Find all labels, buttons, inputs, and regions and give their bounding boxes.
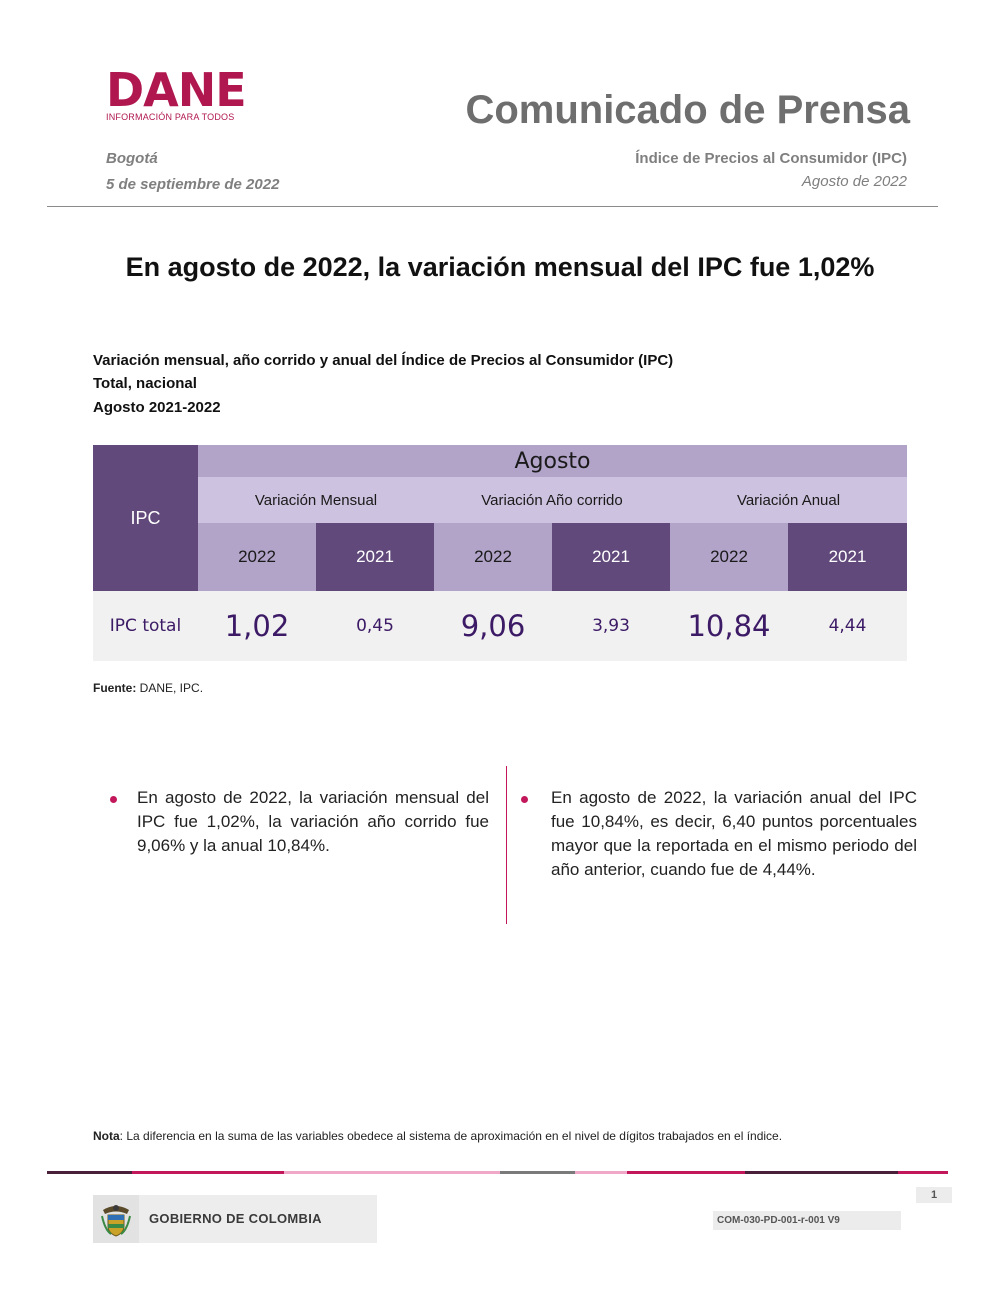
year-header: 2022 <box>198 523 316 591</box>
document-title: Comunicado de Prensa <box>465 88 910 132</box>
source-label: Fuente: <box>93 681 137 695</box>
value-cell: 3,93 <box>592 616 630 636</box>
year-header: 2021 <box>552 523 670 591</box>
group-header-mensual: Variación Mensual <box>198 477 434 523</box>
value-cell: 10,84 <box>687 609 771 643</box>
value-cell: 1,02 <box>224 609 290 643</box>
note-label: Nota <box>93 1129 120 1143</box>
value-cell: 4,44 <box>828 616 867 636</box>
table-caption-line2: Total, nacional <box>93 375 197 392</box>
footer-stripe <box>132 1171 284 1174</box>
bullet-icon <box>110 796 117 803</box>
footer-stripe <box>575 1171 627 1174</box>
ipc-table: IPC Agosto Variación Mensual Variación A… <box>93 445 907 661</box>
footer-stripe <box>47 1171 132 1174</box>
table-caption-line1: Variación mensual, año corrido y anual d… <box>93 352 674 369</box>
bullet-icon <box>521 796 528 803</box>
colombia-coat-of-arms-icon <box>93 1195 139 1243</box>
document-code: COM-030-PD-001-r-001 V9 <box>713 1211 901 1230</box>
report-name: Índice de Precios al Consumidor (IPC) <box>635 150 907 167</box>
year-header: 2021 <box>788 523 907 591</box>
footnote: Nota: La diferencia en la suma de las va… <box>93 1129 782 1143</box>
government-banner: GOBIERNO DE COLOMBIA <box>93 1195 377 1243</box>
row-label: IPC total <box>109 616 182 636</box>
row-header-cell: IPC <box>93 445 198 591</box>
page-number: 1 <box>916 1187 952 1203</box>
table-row <box>93 591 907 661</box>
footer-stripe <box>745 1171 898 1174</box>
source-text: DANE, IPC. <box>136 681 204 695</box>
note-text: : La diferencia en la suma de las variab… <box>119 1129 783 1143</box>
bullet-text: En agosto de 2022, la variación anual de… <box>551 788 917 879</box>
source-note: Fuente: DANE, IPC. <box>93 681 203 695</box>
bullet-text: En agosto de 2022, la variación mensual … <box>137 788 489 855</box>
table-caption-line3: Agosto 2021-2022 <box>93 399 221 416</box>
logo-text: DANE <box>106 63 247 117</box>
footer-stripe <box>898 1171 948 1174</box>
government-label: GOBIERNO DE COLOMBIA <box>149 1211 322 1226</box>
headline: En agosto de 2022, la variación mensual … <box>125 252 875 282</box>
month-header: Agosto <box>198 445 907 477</box>
value-cell: 0,45 <box>356 616 394 636</box>
logo-tagline: INFORMACIÓN PARA TODOS <box>106 112 235 122</box>
footer-stripe <box>500 1171 575 1174</box>
footer-stripe <box>627 1171 745 1174</box>
dane-logo: DANE INFORMACIÓN PARA TODOS <box>106 63 247 122</box>
city: Bogotá <box>106 150 158 167</box>
year-header: 2022 <box>434 523 552 591</box>
column-divider <box>506 766 507 924</box>
group-header-ano-corrido: Variación Año corrido <box>434 477 670 523</box>
value-cell: 9,06 <box>460 609 526 643</box>
footer-stripe <box>284 1171 500 1174</box>
year-header: 2021 <box>316 523 434 591</box>
header-divider <box>47 206 938 207</box>
year-header: 2022 <box>670 523 788 591</box>
group-header-anual: Variación Anual <box>670 477 907 523</box>
publication-date: 5 de septiembre de 2022 <box>106 176 280 193</box>
report-period: Agosto de 2022 <box>801 173 907 190</box>
